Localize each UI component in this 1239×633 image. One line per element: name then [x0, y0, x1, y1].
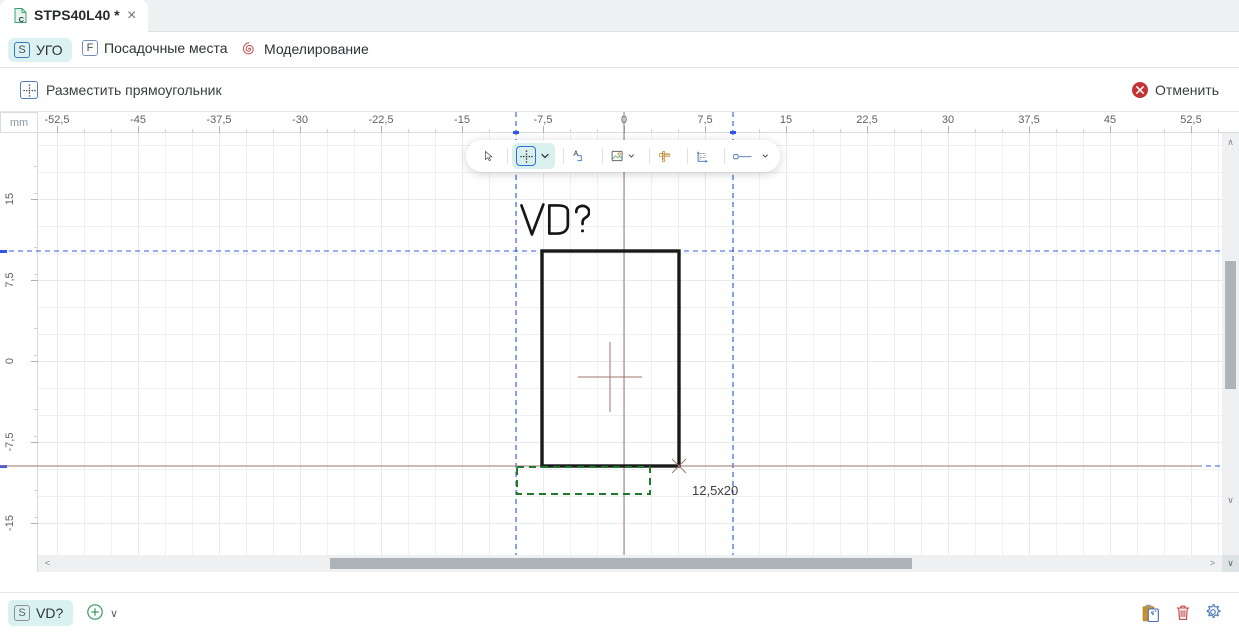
svg-text:C: C — [19, 15, 25, 24]
